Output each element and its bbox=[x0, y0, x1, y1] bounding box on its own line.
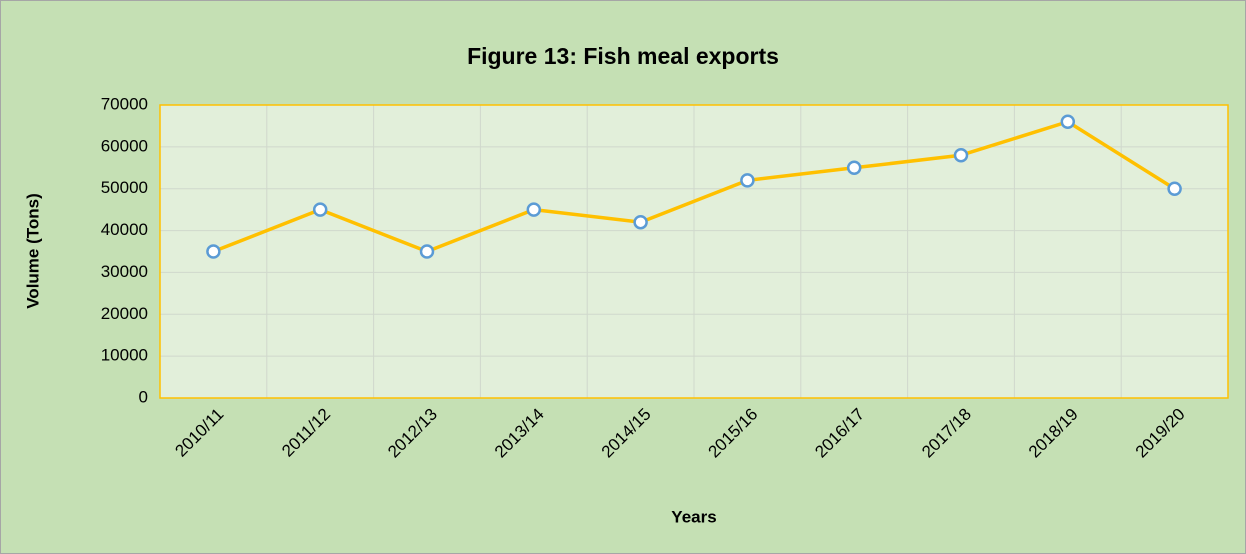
chart-title: Figure 13: Fish meal exports bbox=[467, 43, 779, 69]
line bbox=[212, 119, 1176, 254]
marker bbox=[1167, 181, 1182, 196]
marker bbox=[1060, 114, 1076, 129]
y-tick-label: 20000 bbox=[101, 304, 148, 323]
y-axis-label: Volume (Tons) bbox=[23, 193, 42, 309]
marker bbox=[206, 244, 221, 259]
marker bbox=[526, 202, 542, 217]
marker bbox=[740, 173, 755, 188]
y-tick-label: 0 bbox=[139, 387, 148, 406]
y-tick-label: 40000 bbox=[101, 220, 148, 239]
y-tick-label: 10000 bbox=[101, 346, 148, 365]
y-tick-label: 60000 bbox=[101, 136, 148, 155]
marker bbox=[633, 214, 648, 230]
y-tick-label: 30000 bbox=[101, 262, 148, 281]
marker bbox=[953, 147, 969, 163]
plot-border bbox=[159, 104, 1229, 399]
x-axis-label: Years bbox=[671, 507, 716, 526]
marker bbox=[846, 160, 862, 176]
y-tick-label: 70000 bbox=[101, 94, 148, 113]
marker bbox=[312, 202, 328, 217]
y-tick-label: 50000 bbox=[101, 178, 148, 197]
marker bbox=[419, 244, 435, 259]
